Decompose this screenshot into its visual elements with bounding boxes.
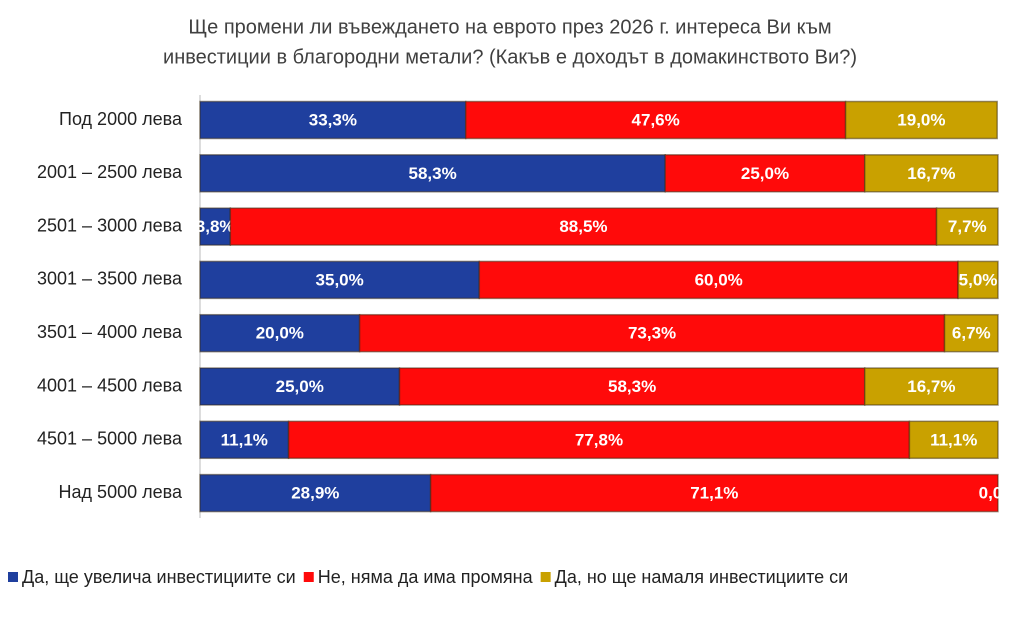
data-label: 35,0% xyxy=(316,270,364,289)
y-tick-label: 2001 – 2500 лева xyxy=(37,162,183,182)
y-tick-label: 4001 – 4500 лева xyxy=(37,375,183,395)
data-label: 16,7% xyxy=(907,164,955,183)
legend-label: Да, ще увелича инвестициите си xyxy=(22,567,296,587)
data-label: 20,0% xyxy=(256,324,304,343)
bar-segment xyxy=(863,154,999,193)
bar-segment xyxy=(464,100,847,140)
bar-segment xyxy=(429,473,999,513)
data-label: 28,9% xyxy=(291,484,339,503)
y-tick-label: Над 5000 лева xyxy=(59,482,183,502)
legend-label: Да, но ще намаля инвестициите си xyxy=(555,567,849,587)
data-label: 58,3% xyxy=(409,164,457,183)
y-tick-label: 2501 – 3000 лева xyxy=(37,215,183,235)
data-label: 71,1% xyxy=(690,484,738,503)
bar-segment xyxy=(199,367,401,406)
data-label: 11,1% xyxy=(221,430,268,449)
data-label: 5,0% xyxy=(959,270,998,289)
y-tick-label: Под 2000 лева xyxy=(59,109,183,129)
legend-marker xyxy=(303,572,314,582)
data-label: 7,7% xyxy=(948,217,987,236)
y-tick-label: 4501 – 5000 лева xyxy=(37,429,183,449)
bar-segment xyxy=(398,367,866,406)
data-label: 16,7% xyxy=(907,377,955,396)
bar-segment xyxy=(863,367,999,406)
bar-segment xyxy=(358,313,946,353)
data-label: 3,8% xyxy=(196,217,235,236)
bar-segment xyxy=(199,420,290,460)
data-label: 58,3% xyxy=(608,377,656,396)
bar-segment xyxy=(199,260,481,300)
data-label: 47,6% xyxy=(632,110,680,129)
bar-segment xyxy=(908,420,999,460)
bar-segment xyxy=(844,100,998,140)
bar-segment xyxy=(287,420,911,460)
data-label: 19,0% xyxy=(897,110,945,129)
legend-label: Не, няма да има промяна xyxy=(318,567,534,587)
data-label: 33,3% xyxy=(309,110,357,129)
data-label: 73,3% xyxy=(628,324,676,343)
chart-title: Ще промени ли въвеждането на еврото през… xyxy=(188,16,831,38)
bar-segment xyxy=(478,260,959,300)
legend-marker xyxy=(540,572,551,582)
data-label: 6,7% xyxy=(952,324,991,343)
data-label: 25,0% xyxy=(276,377,324,396)
data-label: 60,0% xyxy=(695,270,743,289)
bar-segment xyxy=(199,313,361,353)
data-label: 77,8% xyxy=(575,430,623,449)
y-tick-label: 3001 – 3500 лева xyxy=(37,269,183,289)
bar-segment xyxy=(943,313,999,353)
bar-segment xyxy=(957,260,999,300)
data-label: 88,5% xyxy=(559,217,607,236)
data-label: 11,1% xyxy=(930,430,977,449)
y-tick-label: 3501 – 4000 лева xyxy=(37,322,183,342)
chart-title: инвестиции в благородни метали? (Какъв е… xyxy=(163,46,857,68)
data-label: 0,0% xyxy=(979,484,1018,503)
bar-segment xyxy=(935,207,999,246)
data-label: 25,0% xyxy=(741,164,789,183)
legend-marker xyxy=(8,572,18,582)
